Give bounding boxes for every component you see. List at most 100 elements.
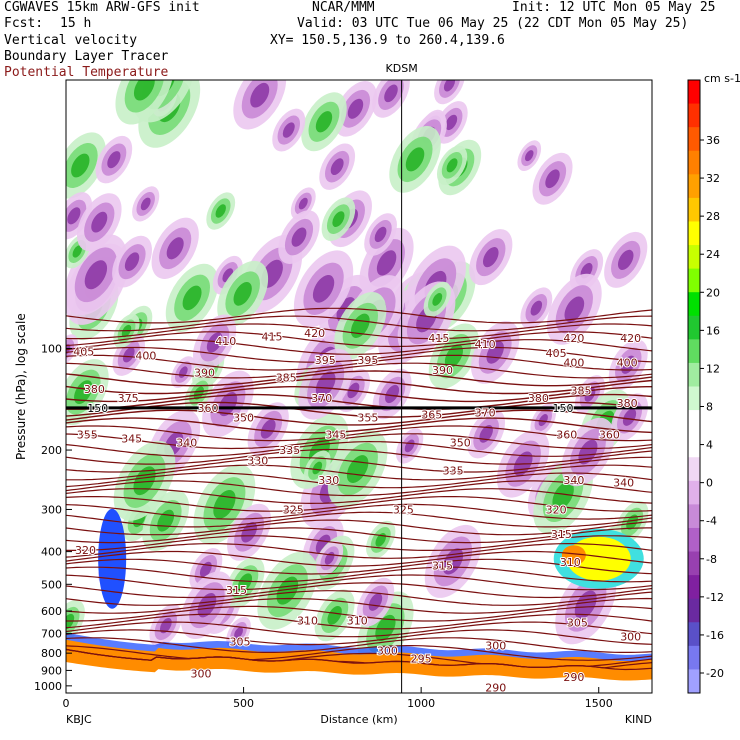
theta-label: 290 [563,671,584,684]
velocity-cell [545,169,560,189]
velocity-cell [376,250,397,276]
theta-label: 370 [475,407,496,420]
theta-label: 410 [215,335,236,348]
theta-label: 390 [194,367,215,380]
velocity-cell [330,158,344,176]
colorbar-swatch [688,80,700,105]
theta-label: 350 [450,437,471,450]
theta-label: 395 [357,354,378,367]
theta-label: 315 [226,584,247,597]
theta-label: 340 [563,474,584,487]
theta-label: 340 [613,477,634,490]
theta-label: 415 [428,332,449,345]
theta-contour [66,425,652,442]
velocity-cell [446,158,458,173]
theta-contour [66,378,652,395]
colorbar-swatch [688,504,700,529]
theta-label: 290 [485,681,506,694]
velocity-cell [385,384,400,404]
theta-contour [66,339,652,355]
theta-contour [66,496,652,512]
y-tick-label: 300 [41,503,62,516]
theta-label: 310 [297,614,318,627]
theta-label: 300 [620,631,641,644]
velocity-cell [444,344,463,368]
theta-contour [66,511,652,528]
colorbar-swatch [688,315,700,340]
velocity-cell [384,84,398,103]
theta-label: 400 [563,356,584,369]
theta-label: 305 [230,636,251,649]
velocity-cell [84,260,108,290]
colorbar-swatch [688,480,700,505]
velocity-cell [233,281,252,306]
theta-label: 360 [556,429,577,442]
terrain [66,639,652,693]
colorbar-label: 4 [706,439,713,452]
colorbar-label: -20 [706,667,724,680]
theta-label: 315 [551,528,572,541]
velocity-cell [166,237,184,260]
theta-label: 400 [617,356,638,369]
colorbar-swatch [688,103,700,128]
theta-contour [66,645,652,661]
theta-label: 345 [325,429,346,442]
colorbar-swatch [688,174,700,199]
y-tick-label: 900 [41,664,62,677]
velocity-cell [626,514,638,530]
velocity-cell [234,627,243,639]
theta-contour [66,393,652,410]
colorbar-swatch [688,645,700,670]
theta-label: 295 [411,653,432,666]
theta-contour [66,558,652,575]
colorbar-label: 16 [706,324,720,337]
theta-contour [66,566,652,583]
top-station-label: KDSM [386,62,418,75]
velocity-cell [315,111,333,133]
y-tick-label: 700 [41,628,62,641]
theta-contour [66,480,652,497]
theta-label: 300 [190,668,211,681]
theta-label: 335 [443,465,464,478]
colorbar-label: 32 [706,172,720,185]
theta-label: 385 [570,384,591,397]
theta-label: 310 [560,556,581,569]
forecast-label: Fcst: [4,16,44,31]
theta-label: 420 [563,332,584,345]
theta-labels: 320 320 325 325 315 315 315 310 310 310 305 305 300 3… [72,326,642,695]
y-tick-label: 400 [41,546,62,559]
velocity-cell [347,98,364,119]
plot-frame [65,79,653,694]
colorbar-swatch [688,527,700,553]
theta-contour [66,519,652,536]
colorbar-label: -8 [706,553,717,566]
colorbar-swatch [688,433,700,458]
theta-label: 355 [77,429,98,442]
theta-contour [66,550,652,567]
theta-label: 350 [233,411,254,424]
x-tick-label: 1000 [407,697,435,710]
theta-label: 305 [567,617,588,630]
theta-contour [66,629,652,646]
theta-contour [66,362,652,379]
colorbar-label: 12 [706,362,720,375]
theta-contour [66,535,652,551]
theta-contour [66,346,652,363]
theta-contour [66,323,652,340]
velocity-cell [432,293,443,306]
colorbar-swatch [688,245,700,270]
velocity-cell [443,80,456,92]
velocity-cell [375,533,387,547]
colorbar-swatch [688,575,700,600]
theta-label: 395 [315,354,336,367]
y-tick-label: 1000 [34,680,62,693]
theta-label: 405 [546,347,567,360]
colorbar-label: 24 [706,248,720,261]
theta-label: 340 [176,437,197,450]
colorbar-swatch [688,551,700,576]
tropopause-label: 150 [87,402,108,415]
velocity-cell [622,408,637,426]
theta-label: 410 [475,338,496,351]
theta-label: 415 [261,330,282,343]
theta-contour [66,613,652,630]
